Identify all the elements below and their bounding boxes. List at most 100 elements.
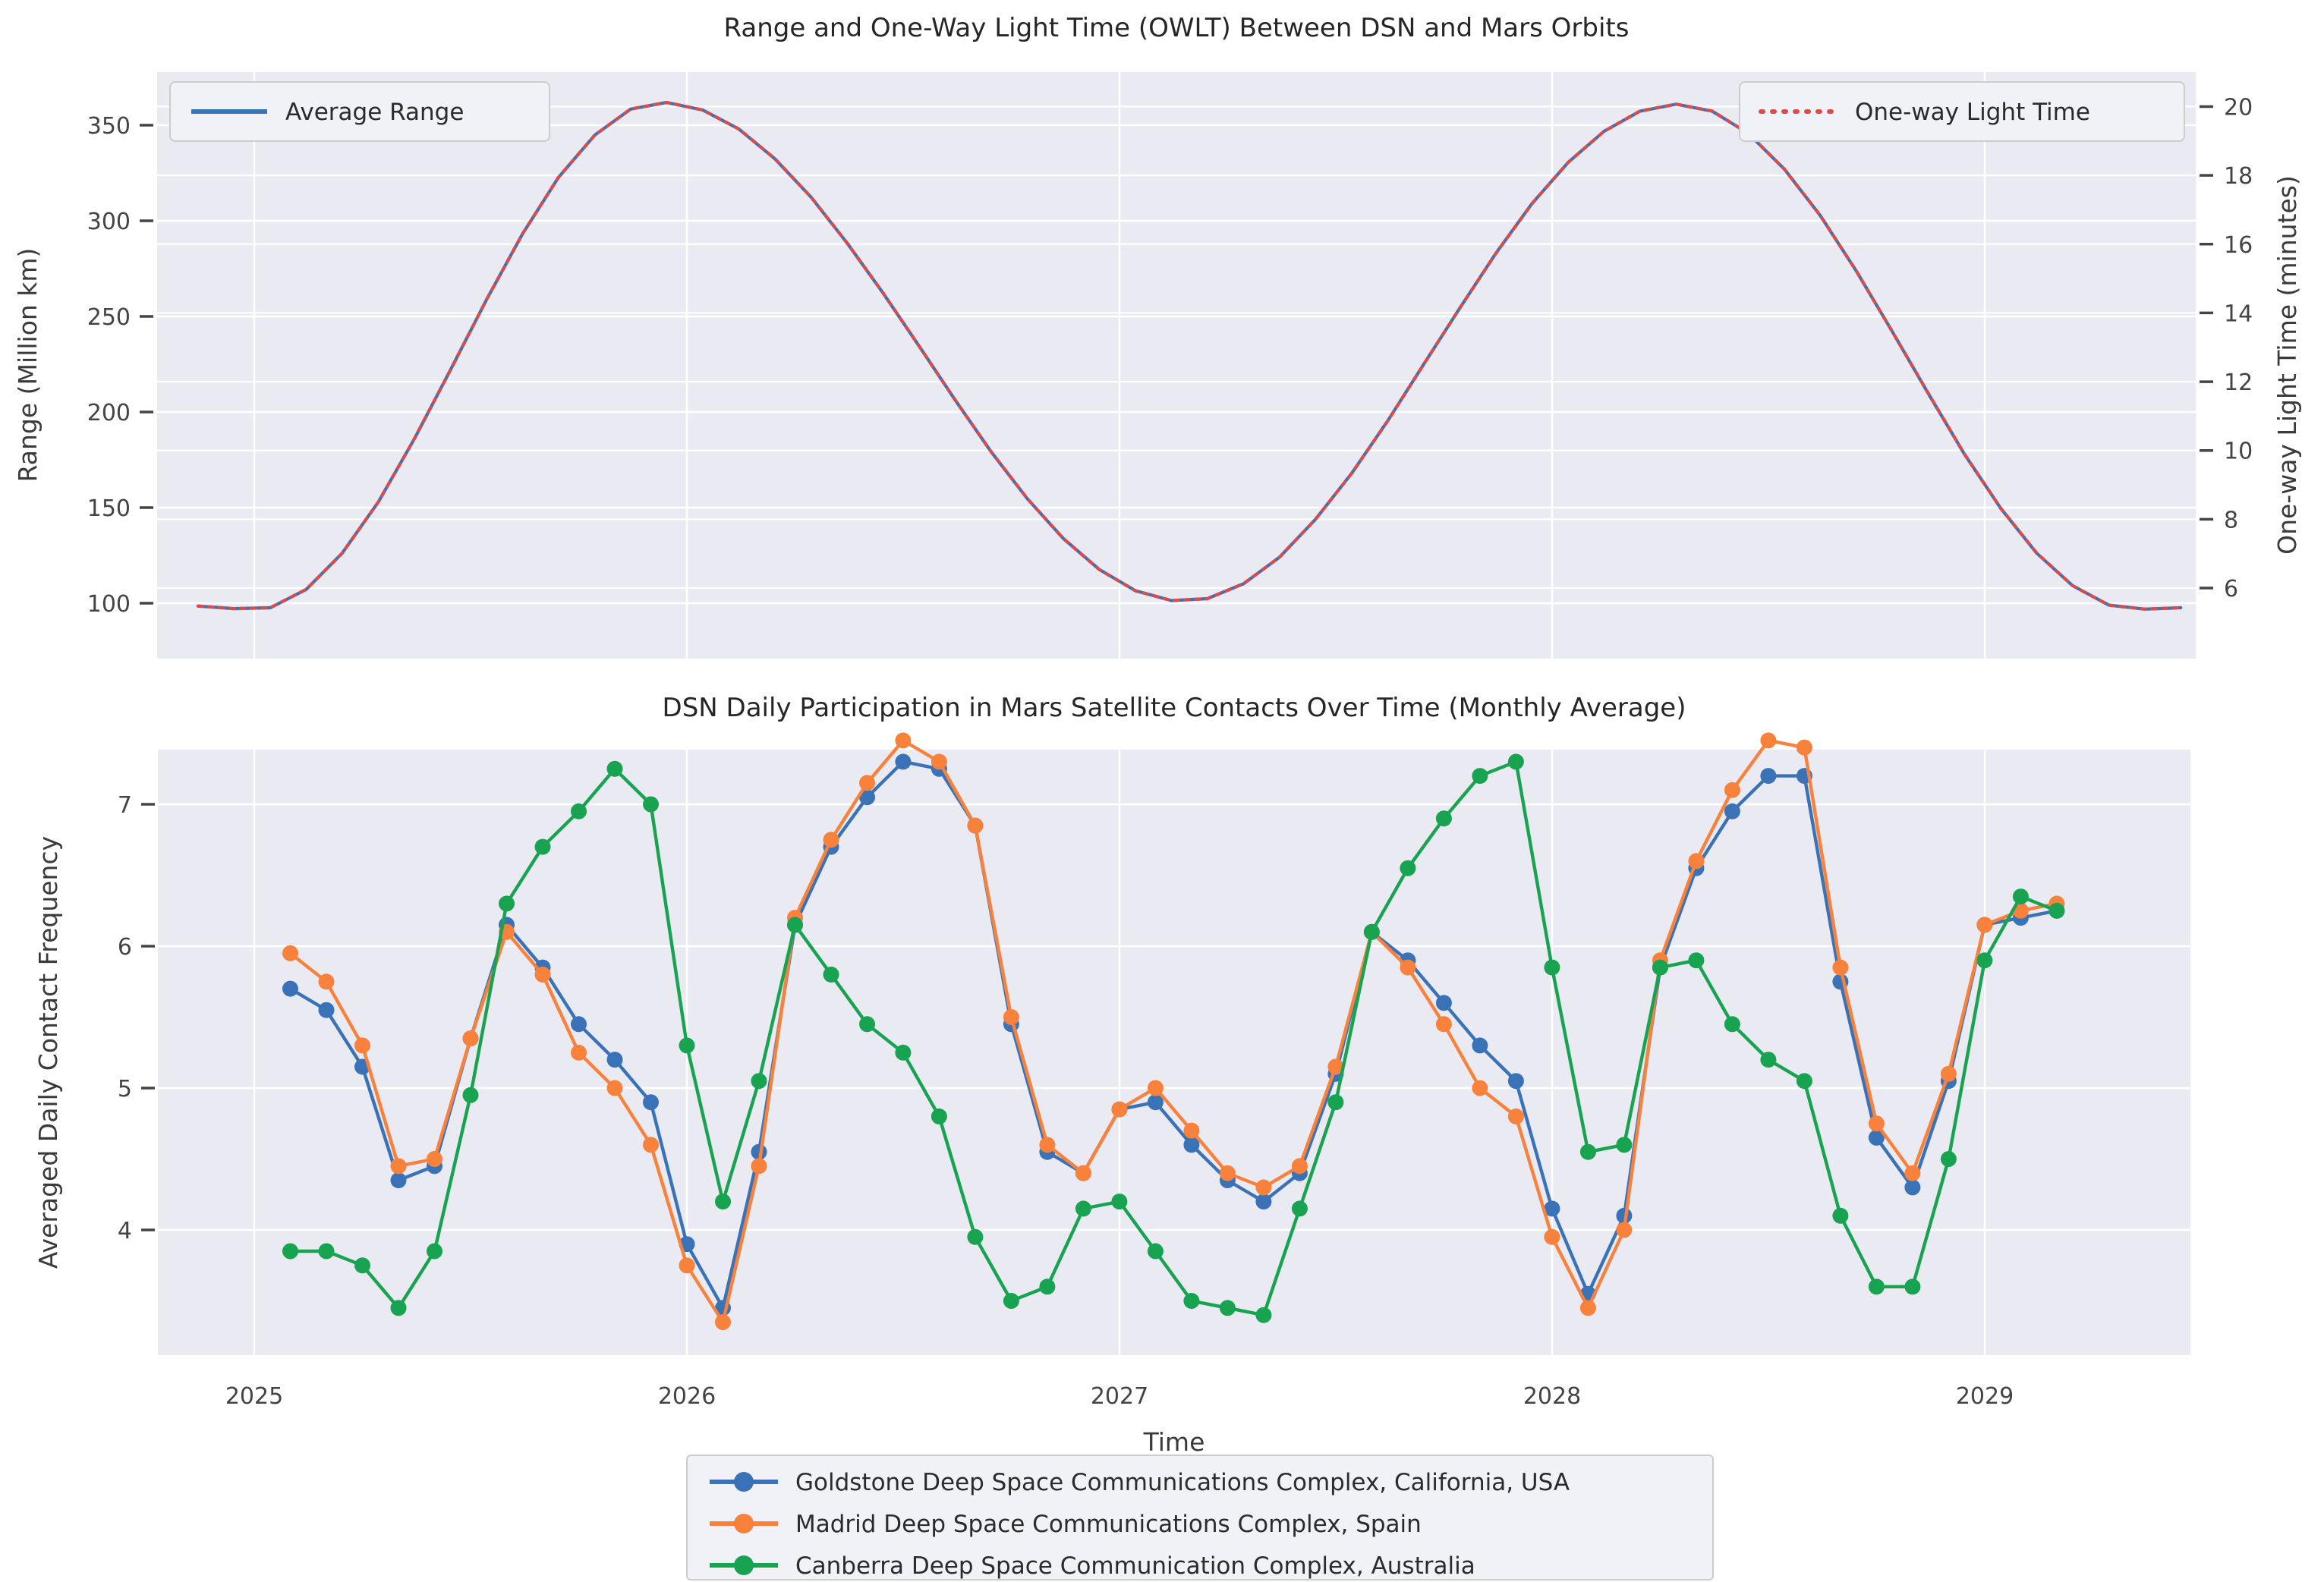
canberra-data-point [282,1244,298,1260]
top-left-y-axis-label: Range (Million km) [13,248,43,483]
bottom-plot-area [158,750,2190,1355]
top-right-tick-label: 18 [2224,163,2253,190]
bottom-x-tick-label: 2028 [1523,1383,1581,1410]
goldstone-data-point [282,981,298,997]
madrid-data-point [715,1314,731,1330]
top-right-tick-label: 20 [2224,94,2253,121]
canberra-data-point [2013,888,2029,904]
canberra-data-point [967,1229,983,1245]
figure: 1001502002503003506810121416182045672025… [0,0,2324,1582]
canberra-data-point [607,761,623,777]
madrid-data-point [391,1158,407,1174]
madrid-marker-icon [734,1514,754,1533]
madrid-data-point [679,1257,695,1273]
madrid-data-point [1724,782,1740,798]
canberra-data-point [1292,1200,1308,1216]
canberra-data-point [354,1257,370,1273]
goldstone-data-point [1472,1037,1488,1053]
top-left-tick-label: 100 [87,591,131,618]
madrid-data-point [643,1137,659,1153]
madrid-data-point [1508,1109,1524,1124]
madrid-data-point [1039,1137,1055,1153]
canberra-data-point [1327,1094,1343,1110]
top-left-tick-label: 150 [87,495,131,522]
canberra-data-point [571,804,587,819]
madrid-data-point [1292,1158,1308,1174]
goldstone-data-point [1724,804,1740,819]
canberra-data-point [1400,860,1415,876]
canberra-data-point [1688,952,1704,968]
goldstone-data-point [1760,768,1776,784]
goldstone-data-point [643,1094,659,1110]
madrid-data-point [931,753,947,769]
canberra-data-point [751,1073,767,1089]
canberra-data-point [895,1045,911,1061]
madrid-data-point [1148,1080,1164,1096]
top-right-tick-label: 16 [2224,232,2253,259]
madrid-data-point [1760,732,1776,748]
canberra-data-point [1220,1300,1236,1316]
bottom-x-axis-label: Time [1143,1427,1205,1457]
legend-label-canberra: Canberra Deep Space Communication Comple… [795,1552,1475,1580]
madrid-data-point [1904,1165,1920,1181]
madrid-data-point [354,1037,370,1053]
canberra-data-point [1039,1278,1055,1294]
madrid-data-point [895,732,911,748]
canberra-data-point [1941,1151,1957,1167]
madrid-data-point [607,1080,623,1096]
legend-label-goldstone: Goldstone Deep Space Communications Comp… [795,1469,1570,1496]
madrid-data-point [751,1158,767,1174]
bottom-x-tick-label: 2026 [658,1383,716,1410]
canberra-data-point [1075,1200,1091,1216]
madrid-data-point [859,775,875,791]
madrid-data-point [1616,1222,1632,1238]
canberra-marker-icon [734,1555,754,1575]
bottom-y-axis-label: Averaged Daily Contact Frequency [33,836,63,1269]
canberra-data-point [1364,924,1380,940]
madrid-data-point [1869,1115,1885,1131]
top-chart-title: Range and One-Way Light Time (OWLT) Betw… [724,13,1630,43]
canberra-data-point [1797,1073,1812,1089]
canberra-data-point [1724,1016,1740,1032]
canberra-data-point [535,839,551,855]
madrid-data-point [319,973,335,989]
bottom-y-tick-label: 6 [118,934,132,961]
canberra-data-point [1580,1144,1596,1160]
top-left-tick-label: 350 [87,113,131,140]
bottom-y-tick-label: 5 [118,1076,132,1102]
madrid-data-point [1941,1066,1957,1082]
canberra-data-point [1760,1052,1776,1068]
madrid-data-point [1400,960,1415,976]
canberra-data-point [1255,1307,1271,1323]
canberra-data-point [1904,1278,1920,1294]
top-right-tick-label: 10 [2224,439,2253,465]
canberra-data-point [715,1194,731,1209]
goldstone-data-point [1436,995,1452,1011]
goldstone-data-point [1904,1179,1920,1195]
canberra-data-point [1508,753,1524,769]
madrid-data-point [1472,1080,1488,1096]
madrid-data-point [427,1151,442,1167]
canberra-data-point [643,797,659,813]
top-right-tick-label: 12 [2224,370,2253,396]
madrid-data-point [823,832,839,848]
dual-chart-canvas: 1001502002503003506810121416182045672025… [0,0,2324,1582]
madrid-data-point [1183,1123,1199,1139]
canberra-data-point [427,1244,442,1260]
top-right-tick-label: 6 [2224,576,2238,602]
canberra-data-point [1436,810,1452,826]
legend-label-owlt: One-way Light Time [1855,99,2090,126]
canberra-data-point [1148,1244,1164,1260]
bottom-chart-title: DSN Daily Participation in Mars Satellit… [663,693,1686,723]
canberra-data-point [463,1087,479,1103]
goldstone-data-point [391,1172,407,1188]
top-left-tick-label: 300 [87,209,131,235]
canberra-data-point [1003,1293,1019,1309]
madrid-data-point [1003,1009,1019,1025]
bottom-y-tick-label: 4 [118,1218,132,1244]
canberra-data-point [319,1244,335,1260]
madrid-data-point [967,818,983,834]
top-right-y-axis-label: One-way Light Time (minutes) [2272,175,2302,555]
canberra-data-point [391,1300,407,1316]
bottom-x-tick-label: 2027 [1091,1383,1148,1410]
